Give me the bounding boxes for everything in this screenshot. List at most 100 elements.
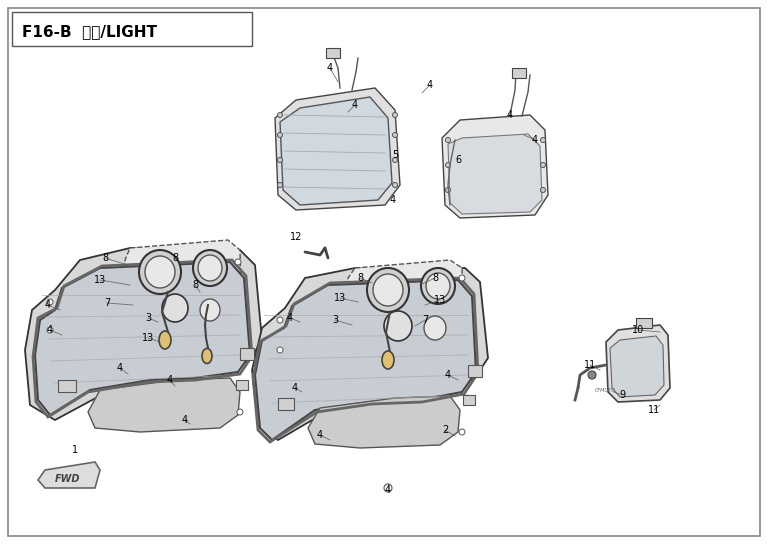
Text: 12: 12 <box>290 232 302 242</box>
Ellipse shape <box>202 349 212 363</box>
Text: 4: 4 <box>117 363 123 373</box>
Bar <box>512 68 526 78</box>
Text: 4: 4 <box>292 383 298 393</box>
Circle shape <box>392 113 398 118</box>
Polygon shape <box>252 268 488 440</box>
Ellipse shape <box>367 268 409 312</box>
Circle shape <box>541 163 545 168</box>
Bar <box>240 348 254 360</box>
Bar <box>468 365 482 377</box>
Text: 4: 4 <box>352 100 358 110</box>
Circle shape <box>541 188 545 193</box>
Text: 10: 10 <box>632 325 644 335</box>
Circle shape <box>277 317 283 323</box>
Text: 4: 4 <box>445 370 451 380</box>
Circle shape <box>392 133 398 138</box>
Polygon shape <box>255 280 476 440</box>
Circle shape <box>541 138 545 143</box>
Circle shape <box>277 182 283 188</box>
Circle shape <box>459 275 465 281</box>
Text: 8: 8 <box>357 273 363 283</box>
Ellipse shape <box>193 250 227 286</box>
Circle shape <box>392 158 398 163</box>
Text: 8: 8 <box>102 253 108 263</box>
Bar <box>636 318 652 328</box>
Polygon shape <box>610 336 664 397</box>
Ellipse shape <box>373 274 403 306</box>
Ellipse shape <box>382 351 394 369</box>
Polygon shape <box>348 260 465 362</box>
Text: 4: 4 <box>507 110 513 120</box>
Polygon shape <box>308 396 460 448</box>
Circle shape <box>445 188 451 193</box>
Text: 4: 4 <box>317 430 323 440</box>
Circle shape <box>47 327 53 333</box>
Circle shape <box>384 484 392 492</box>
Bar <box>236 380 248 390</box>
Ellipse shape <box>426 273 450 299</box>
Polygon shape <box>38 462 100 488</box>
Text: 5: 5 <box>392 150 398 160</box>
Polygon shape <box>448 134 542 214</box>
Ellipse shape <box>384 311 412 341</box>
Text: 2: 2 <box>442 425 448 435</box>
Ellipse shape <box>162 294 188 322</box>
Bar <box>12 12 252 46</box>
Text: 6: 6 <box>455 155 461 165</box>
Text: 3: 3 <box>332 315 338 325</box>
Text: 13: 13 <box>94 275 106 285</box>
Polygon shape <box>25 248 262 420</box>
Text: 4: 4 <box>45 300 51 310</box>
Circle shape <box>277 347 283 353</box>
Circle shape <box>459 429 465 435</box>
Text: 4: 4 <box>385 485 391 495</box>
Ellipse shape <box>198 255 222 281</box>
Circle shape <box>588 371 596 379</box>
Polygon shape <box>88 378 240 432</box>
Bar <box>58 380 76 392</box>
Text: 13: 13 <box>434 295 446 305</box>
Text: 1: 1 <box>72 445 78 455</box>
Text: 8: 8 <box>192 280 198 290</box>
Circle shape <box>277 113 283 118</box>
Text: 4: 4 <box>532 135 538 145</box>
Text: 8: 8 <box>432 273 438 283</box>
Polygon shape <box>35 262 250 415</box>
Bar <box>278 398 294 410</box>
Ellipse shape <box>145 256 175 288</box>
Circle shape <box>445 138 451 143</box>
Circle shape <box>445 163 451 168</box>
Ellipse shape <box>200 299 220 321</box>
Ellipse shape <box>421 268 455 304</box>
Circle shape <box>47 299 53 305</box>
Circle shape <box>392 182 398 188</box>
Circle shape <box>277 158 283 163</box>
Circle shape <box>237 409 243 415</box>
Text: 11: 11 <box>584 360 596 370</box>
Text: 4: 4 <box>182 415 188 425</box>
Polygon shape <box>442 115 548 218</box>
Ellipse shape <box>159 331 171 349</box>
Polygon shape <box>125 240 242 350</box>
Polygon shape <box>275 88 400 210</box>
Ellipse shape <box>139 250 181 294</box>
Text: FWD: FWD <box>55 474 81 484</box>
Polygon shape <box>280 97 392 205</box>
Text: 13: 13 <box>334 293 346 303</box>
Circle shape <box>235 259 241 265</box>
Text: 4: 4 <box>167 375 173 385</box>
Ellipse shape <box>424 316 446 340</box>
Text: 7: 7 <box>422 315 428 325</box>
Text: 3: 3 <box>145 313 151 323</box>
Polygon shape <box>606 325 670 402</box>
Text: 13: 13 <box>142 333 154 343</box>
Text: 11: 11 <box>648 405 660 415</box>
Text: 4: 4 <box>390 195 396 205</box>
Text: CFMOTO: CFMOTO <box>595 388 616 393</box>
Text: 4: 4 <box>427 80 433 90</box>
Circle shape <box>277 133 283 138</box>
Bar <box>463 395 475 405</box>
Text: 4: 4 <box>327 63 333 73</box>
Bar <box>326 48 340 58</box>
Text: F16-B  灯具/LIGHT: F16-B 灯具/LIGHT <box>22 24 157 40</box>
